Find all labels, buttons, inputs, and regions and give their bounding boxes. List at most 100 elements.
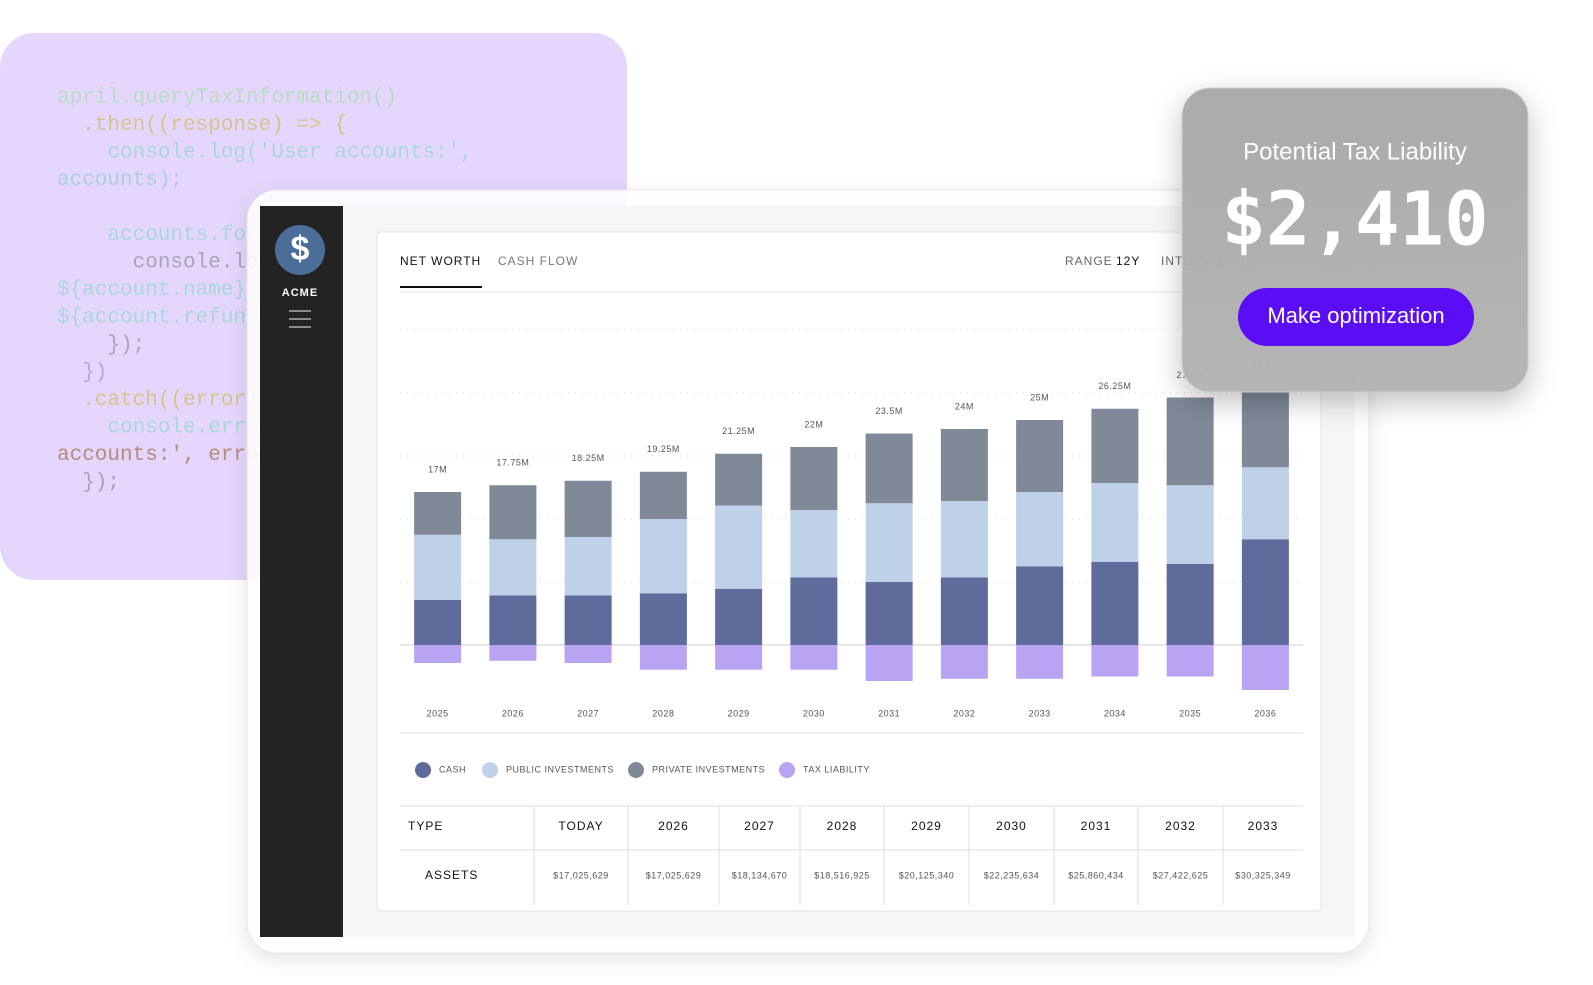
bar-segment xyxy=(715,645,763,670)
legend-swatch xyxy=(628,762,644,778)
bar-segment xyxy=(865,433,913,504)
bar-segment xyxy=(865,582,913,645)
code-line: }) xyxy=(57,362,107,385)
x-tick-label: 2030 xyxy=(803,708,825,718)
chart: 17M 2025 17.75M 2026 18.25M 2027 19.25M 2028 21.… xyxy=(400,329,1303,718)
bar-segment xyxy=(1241,467,1289,540)
table-header: TYPE xyxy=(408,819,443,833)
x-tick-label: 2029 xyxy=(728,708,750,718)
bar-segment xyxy=(940,429,988,501)
bar-segment xyxy=(1166,645,1214,677)
total-label: 17M xyxy=(428,464,447,474)
table-cell: $30,325,349 xyxy=(1235,870,1291,880)
bar-segment xyxy=(715,505,763,589)
code-line: .then((response) => { xyxy=(57,114,347,137)
code-line: accounts:', error); xyxy=(57,444,296,467)
bar-segment xyxy=(564,595,612,645)
bar-segment xyxy=(639,471,687,519)
total-label: 18.25M xyxy=(572,453,605,463)
bar-segment xyxy=(1241,539,1289,645)
bar-segment xyxy=(1241,388,1289,468)
table-cell: $17,025,629 xyxy=(553,870,609,880)
x-tick-label: 2027 xyxy=(577,708,599,718)
bar-segment xyxy=(790,645,838,670)
tab[interactable]: CASH FLOW xyxy=(498,254,578,268)
menu-icon[interactable] xyxy=(289,310,311,328)
optimize-button[interactable] xyxy=(1238,288,1474,346)
code-line: }); xyxy=(57,334,145,357)
bar-segment xyxy=(790,447,838,510)
table-header: TODAY xyxy=(558,819,603,833)
legend-label: CASH xyxy=(439,764,466,774)
legend-swatch xyxy=(482,762,498,778)
code-line: }); xyxy=(57,472,120,495)
sidebar xyxy=(260,206,343,937)
bar-segment xyxy=(1091,561,1139,645)
table-header: 2028 xyxy=(827,819,858,833)
table-cell: $25,860,434 xyxy=(1068,870,1124,880)
x-tick-label: 2028 xyxy=(652,708,674,718)
tab-underline xyxy=(400,286,482,288)
brand: ACME xyxy=(282,287,318,299)
table: TYPE TODAY 2026 2027 2028 2029 2030 2031 2032 203… xyxy=(400,805,1303,905)
bar-segment xyxy=(564,480,612,537)
table-header: 2033 xyxy=(1248,819,1279,833)
x-tick-label: 2033 xyxy=(1029,708,1051,718)
table-cell: $18,516,925 xyxy=(814,870,870,880)
total-label: 25M xyxy=(1030,392,1049,402)
total-label: 21.25M xyxy=(722,426,755,436)
bar-segment xyxy=(1166,564,1214,645)
bar-segment xyxy=(865,645,913,681)
bar-segment xyxy=(489,485,537,540)
optimize-button-label: Make optimization xyxy=(1267,303,1444,328)
bar-segment xyxy=(414,645,462,663)
bar-segment xyxy=(414,534,462,600)
bar-segment xyxy=(1241,645,1289,690)
bar-segment xyxy=(1091,645,1139,677)
table-cell: ASSETS xyxy=(425,868,478,882)
bar-segment xyxy=(489,595,537,645)
range-label: RANGE xyxy=(1065,254,1113,268)
bar-segment xyxy=(639,645,687,670)
total-label: 22M xyxy=(804,419,823,429)
bar-segment xyxy=(1016,645,1064,679)
x-tick-label: 2035 xyxy=(1179,708,1201,718)
total-label: 19.25M xyxy=(647,444,680,454)
legend-swatch xyxy=(779,762,795,778)
bar-segment xyxy=(564,537,612,596)
logo[interactable] xyxy=(275,225,325,275)
x-tick-label: 2036 xyxy=(1254,708,1276,718)
legend-label: TAX LIABILITY xyxy=(803,764,870,774)
table-header: 2026 xyxy=(658,819,689,833)
bar-segment xyxy=(1091,483,1139,562)
bar-segment xyxy=(790,577,838,645)
x-tick-label: 2032 xyxy=(953,708,975,718)
x-tick-label: 2031 xyxy=(878,708,900,718)
table-header: 2032 xyxy=(1165,819,1196,833)
total-label: 26.25M xyxy=(1098,381,1131,391)
total-label: 17.75M xyxy=(496,458,529,468)
bar-segment xyxy=(1166,485,1214,564)
code-line: console.log('User accounts:', xyxy=(57,142,473,165)
bar-segment xyxy=(564,645,612,663)
logo-symbol: $ xyxy=(291,230,310,268)
tax-amount: $2,410 xyxy=(1221,177,1488,263)
bar-segment xyxy=(865,503,913,582)
bar-segment xyxy=(715,588,763,645)
legend-label: PRIVATE INVESTMENTS xyxy=(652,764,765,774)
range-value[interactable]: 12Y xyxy=(1116,254,1140,268)
code-line: accounts); xyxy=(57,169,183,192)
tab-active[interactable]: NET WORTH xyxy=(400,254,481,268)
total-label: 24M xyxy=(955,401,974,411)
bar-segment xyxy=(639,593,687,645)
bar-segment xyxy=(414,600,462,645)
bar-segment xyxy=(489,539,537,596)
bar-segment xyxy=(639,519,687,594)
table-cell: $17,025,629 xyxy=(646,870,702,880)
legend: CASH PUBLIC INVESTMENTS PRIVATE INVESTMENT… xyxy=(415,762,870,778)
table-cell: $27,422,625 xyxy=(1153,870,1209,880)
bar-segment xyxy=(1016,566,1064,645)
bar-segment xyxy=(1016,420,1064,492)
